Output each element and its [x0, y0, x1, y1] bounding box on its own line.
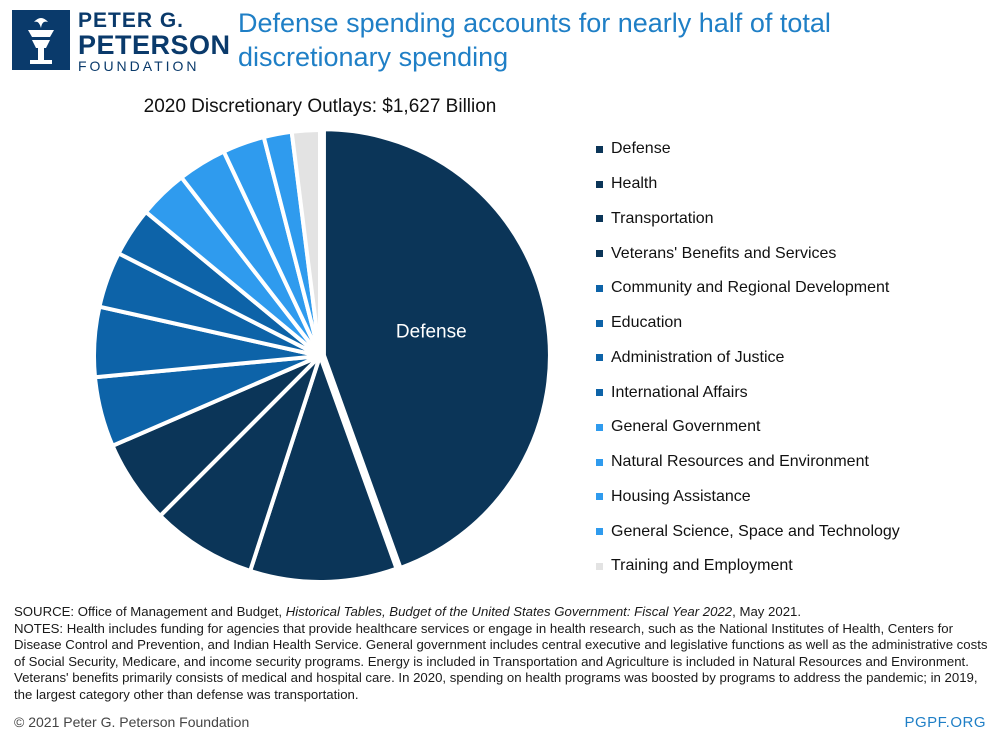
- legend: Defense Health Transportation Veterans' Ben…: [596, 132, 900, 584]
- legend-item-international-affairs: International Affairs: [596, 375, 900, 410]
- legend-item-housing-assistance: Housing Assistance: [596, 480, 900, 515]
- legend-swatch: [596, 145, 603, 153]
- legend-label: Community and Regional Development: [611, 279, 890, 297]
- legend-swatch: [596, 180, 603, 188]
- chart-title: 2020 Discretionary Outlays: $1,627 Billi…: [143, 96, 497, 117]
- legend-label: Transportation: [611, 209, 714, 227]
- legend-item-defense: Defense: [596, 132, 900, 167]
- legend-swatch: [596, 319, 603, 327]
- pie-slice-transportation: [158, 354, 322, 573]
- notes-text: NOTES: Health includes funding for agenc…: [14, 620, 988, 702]
- slice-label-defense: Defense: [396, 322, 467, 343]
- legend-item-natural-resources-and-environment: Natural Resources and Environment: [596, 445, 900, 480]
- pie-slice-defense: [321, 127, 552, 570]
- site-link[interactable]: PGPF.ORG: [904, 714, 986, 731]
- pie-slice-training-and-employment: [289, 128, 322, 358]
- legend-item-community-and-regional-development: Community and Regional Development: [596, 271, 900, 306]
- source-line: SOURCE: Office of Management and Budget,…: [14, 604, 989, 621]
- headline: Defense spending accounts for nearly hal…: [238, 8, 831, 72]
- notes: SOURCE: Office of Management and Budget,…: [14, 604, 989, 703]
- legend-label: Defense: [611, 140, 671, 158]
- legend-label: General Government: [611, 418, 761, 436]
- legend-item-veterans-benefits-and-services: Veterans' Benefits and Services: [596, 236, 900, 271]
- legend-label: Natural Resources and Environment: [611, 453, 869, 471]
- logo-line-1: PETER G.: [78, 9, 185, 32]
- legend-swatch: [596, 562, 603, 570]
- legend-swatch: [596, 250, 603, 258]
- logo-line-3: FOUNDATION: [78, 58, 200, 74]
- legend-swatch: [596, 423, 603, 431]
- legend-label: Housing Assistance: [611, 487, 751, 505]
- legend-item-general-government: General Government: [596, 410, 900, 445]
- legend-swatch: [596, 493, 603, 501]
- copyright: © 2021 Peter G. Peterson Foundation: [14, 714, 250, 730]
- legend-label: Administration of Justice: [611, 348, 785, 366]
- logo-line-2: PETERSON: [78, 30, 231, 60]
- legend-item-health: Health: [596, 167, 900, 202]
- legend-swatch: [596, 458, 603, 466]
- legend-item-transportation: Transportation: [596, 202, 900, 237]
- legend-item-training-and-employment: Training and Employment: [596, 549, 900, 584]
- legend-label: Health: [611, 175, 658, 193]
- pie-slices: [92, 127, 552, 584]
- legend-label: International Affairs: [611, 383, 748, 401]
- source-prefix: SOURCE: Office of Management and Budget,: [14, 604, 286, 619]
- legend-swatch: [596, 215, 603, 223]
- source-suffix: , May 2021.: [732, 604, 802, 619]
- logo-wordmark: PETER G. PETERSON FOUNDATION: [78, 9, 231, 75]
- legend-label: General Science, Space and Technology: [611, 522, 900, 540]
- legend-swatch: [596, 284, 603, 292]
- legend-label: Veterans' Benefits and Services: [611, 244, 837, 262]
- legend-swatch: [596, 389, 603, 397]
- legend-swatch: [596, 354, 603, 362]
- legend-item-administration-of-justice: Administration of Justice: [596, 341, 900, 376]
- pie-slice-health: [248, 354, 399, 584]
- torch-logo-icon: [12, 10, 70, 70]
- legend-label: Education: [611, 314, 683, 332]
- pie-chart: Defense: [92, 127, 552, 584]
- logo: PETER G. PETERSON FOUNDATION: [12, 10, 230, 74]
- legend-item-general-science-space-and-technology: General Science, Space and Technology: [596, 514, 900, 549]
- legend-label: Training and Employment: [611, 557, 793, 575]
- legend-swatch: [596, 528, 603, 536]
- legend-item-education: Education: [596, 306, 900, 341]
- source-title: Historical Tables, Budget of the United …: [285, 604, 733, 619]
